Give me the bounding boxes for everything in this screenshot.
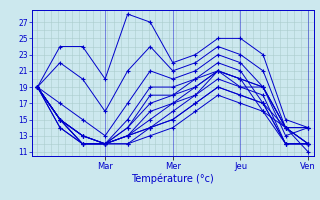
- X-axis label: Température (°c): Température (°c): [132, 173, 214, 184]
